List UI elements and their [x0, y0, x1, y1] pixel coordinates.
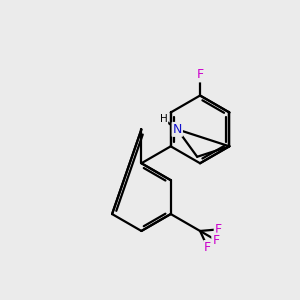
Text: N: N [172, 123, 182, 136]
Text: H: H [160, 114, 167, 124]
Text: F: F [204, 241, 211, 254]
Text: F: F [215, 223, 222, 236]
Text: F: F [212, 234, 219, 247]
Text: F: F [196, 68, 204, 81]
